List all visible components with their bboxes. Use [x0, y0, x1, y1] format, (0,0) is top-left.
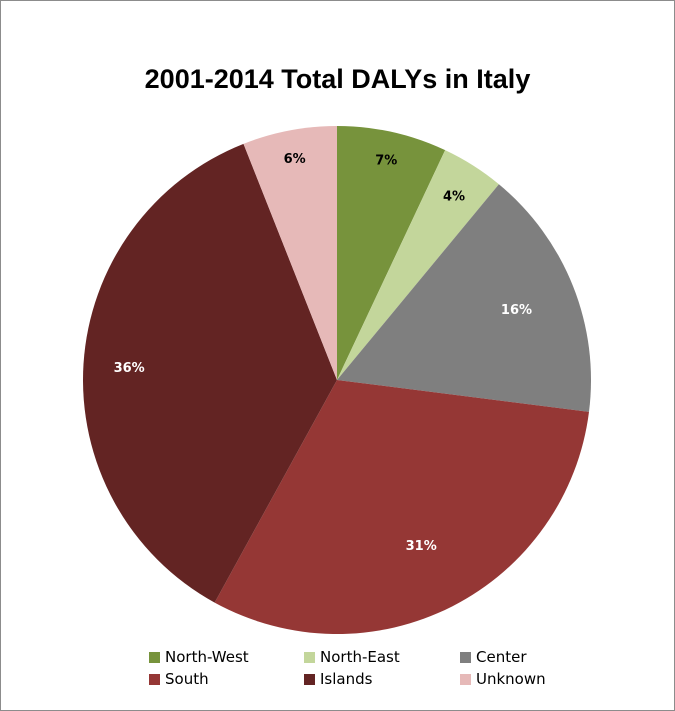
pie-slice-unknown	[243, 126, 337, 380]
legend-item-north-east: North-East	[304, 648, 400, 666]
legend-item-center: Center	[460, 648, 527, 666]
legend-swatch	[304, 651, 315, 663]
legend-swatch	[460, 651, 471, 663]
legend-swatch	[149, 651, 160, 663]
legend-label: Center	[476, 648, 527, 666]
data-label-unknown: 6%	[284, 152, 306, 167]
legend-item-south: South	[149, 670, 209, 688]
pie-slice-north-east	[337, 150, 499, 380]
pie-slice-north-west	[337, 126, 446, 380]
data-label-north-west: 7%	[375, 153, 397, 168]
legend-swatch	[460, 673, 471, 685]
legend-item-islands: Islands	[304, 670, 372, 688]
data-label-islands: 36%	[114, 361, 145, 376]
legend-item-north-west: North-West	[149, 648, 249, 666]
data-label-center: 16%	[501, 303, 532, 318]
legend-label: Islands	[320, 670, 373, 688]
pie-slice-islands	[83, 143, 337, 603]
data-label-south: 31%	[406, 539, 437, 554]
data-label-north-east: 4%	[443, 190, 465, 205]
pie-slice-south	[214, 380, 589, 635]
legend-label: Unknown	[476, 670, 546, 688]
legend-item-unknown: Unknown	[460, 670, 546, 688]
legend-label: North-West	[165, 648, 249, 666]
legend-label: North-East	[320, 648, 400, 666]
pie-slice-center	[337, 184, 591, 412]
legend-swatch	[304, 673, 315, 685]
legend-swatch	[149, 673, 160, 685]
chart-title: 2001-2014 Total DALYs in Italy	[144, 64, 531, 94]
legend-label: South	[165, 670, 209, 688]
